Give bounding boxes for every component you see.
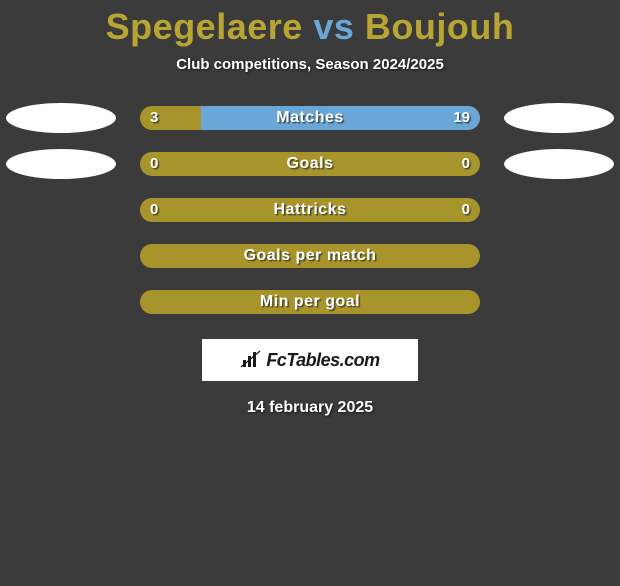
subtitle: Club competitions, Season 2024/2025: [0, 56, 620, 73]
stat-bar: 0 0Goals: [140, 152, 480, 176]
stat-value-left: 0: [150, 198, 158, 222]
brand-box[interactable]: FcTables.com: [202, 339, 418, 381]
stat-label: Min per goal: [140, 290, 480, 314]
stat-row: Goals per match: [0, 241, 620, 287]
player2-marker: [504, 149, 614, 179]
stat-value-right: 0: [462, 198, 470, 222]
player2-marker: [504, 103, 614, 133]
stat-row: 0 0Goals: [0, 149, 620, 195]
page-title: Spegelaere vs Boujouh: [0, 6, 620, 48]
stat-label: Hattricks: [140, 198, 480, 222]
title-vs: vs: [313, 6, 354, 47]
title-player1: Spegelaere: [106, 6, 303, 47]
stat-value-left: 0: [150, 152, 158, 176]
stat-label: Goals per match: [140, 244, 480, 268]
stat-bar-fill: [201, 106, 480, 130]
stat-bar: 319Matches: [140, 106, 480, 130]
date-line: 14 february 2025: [0, 399, 620, 417]
stat-bar: Min per goal: [140, 290, 480, 314]
stat-value-left: 3: [150, 106, 158, 130]
stat-bar: 0 0Hattricks: [140, 198, 480, 222]
brand-text: FcTables.com: [266, 350, 379, 371]
stat-row: Min per goal: [0, 287, 620, 333]
player1-marker: [6, 149, 116, 179]
title-player2: Boujouh: [365, 6, 514, 47]
player1-marker: [6, 103, 116, 133]
stat-value-right: 0: [462, 152, 470, 176]
stat-label: Goals: [140, 152, 480, 176]
stat-bar: Goals per match: [140, 244, 480, 268]
stats-area: 319Matches00Goals00HattricksGoals per ma…: [0, 103, 620, 333]
stat-row: 0 0Hattricks: [0, 195, 620, 241]
bar-chart-icon: [240, 348, 262, 373]
stat-row: 319Matches: [0, 103, 620, 149]
